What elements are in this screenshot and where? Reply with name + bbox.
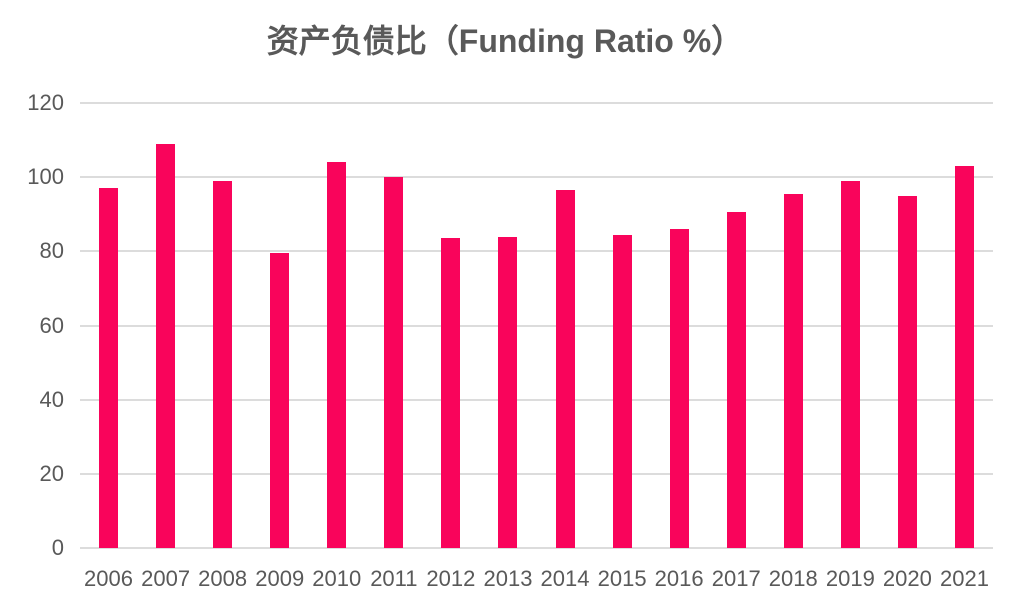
x-axis-tick-label-2008: 2008 <box>198 566 248 591</box>
gridline-0 <box>80 547 993 549</box>
y-axis-tick-label-100: 100 <box>27 164 64 190</box>
gridline-20 <box>80 472 993 475</box>
x-axis-tick-label-2013: 2013 <box>483 566 533 591</box>
gridline-100 <box>80 176 993 179</box>
bar-2020 <box>897 195 917 548</box>
bar-2008 <box>213 180 233 548</box>
bar-2015 <box>612 234 632 548</box>
x-axis-tick-label-2007: 2007 <box>141 566 191 591</box>
y-axis-tick-label-80: 80 <box>39 238 64 264</box>
x-axis-tick-label-2010: 2010 <box>312 566 362 591</box>
bar-2021 <box>954 166 974 548</box>
x-axis-tick-label-2017: 2017 <box>711 566 761 591</box>
plot-area <box>80 102 993 549</box>
x-axis-tick-label-2011: 2011 <box>370 566 418 591</box>
x-axis-tick-label-2021: 2021 <box>939 566 989 591</box>
gridline-80 <box>80 250 993 253</box>
y-axis-tick-label-60: 60 <box>39 312 64 338</box>
gridline-60 <box>80 324 993 327</box>
x-axis-tick-label-2006: 2006 <box>84 566 134 591</box>
bar-2017 <box>726 212 746 548</box>
bar-2019 <box>840 180 860 548</box>
gridline-40 <box>80 398 993 401</box>
bar-2007 <box>156 143 176 548</box>
bar-2013 <box>498 236 518 548</box>
bar-2011 <box>384 177 404 548</box>
chart-title: 资产负债比（Funding Ratio %） <box>266 23 744 59</box>
x-axis-tick-label-2015: 2015 <box>597 566 647 591</box>
y-axis-tick-label-20: 20 <box>39 460 64 486</box>
x-axis-tick-label-2014: 2014 <box>540 566 590 591</box>
x-axis-tick-label-2020: 2020 <box>882 566 932 591</box>
bar-2006 <box>99 188 119 548</box>
y-axis-tick-label-0: 0 <box>51 535 64 560</box>
gridline-120 <box>80 102 993 104</box>
bar-2016 <box>669 229 689 548</box>
x-axis-tick-label-2009: 2009 <box>255 566 305 591</box>
x-axis-tick-label-2016: 2016 <box>654 566 704 591</box>
y-axis-tick-label-40: 40 <box>39 386 64 412</box>
x-axis-tick-label-2019: 2019 <box>825 566 875 591</box>
x-axis: 2006 2007 2008 2009 2010 2011 2012 2013 2014 2015… <box>80 548 993 598</box>
bar-2012 <box>441 238 461 548</box>
y-axis-tick-label-120: 120 <box>27 90 64 115</box>
x-axis-tick-label-2018: 2018 <box>768 566 818 591</box>
y-axis: 0 20 40 60 80 100 120 <box>0 92 64 559</box>
bar-2010 <box>327 162 347 548</box>
bar-2014 <box>555 190 575 548</box>
bar-2018 <box>783 193 803 548</box>
x-axis-tick-label-2012: 2012 <box>426 566 476 591</box>
bar-2009 <box>270 253 290 548</box>
